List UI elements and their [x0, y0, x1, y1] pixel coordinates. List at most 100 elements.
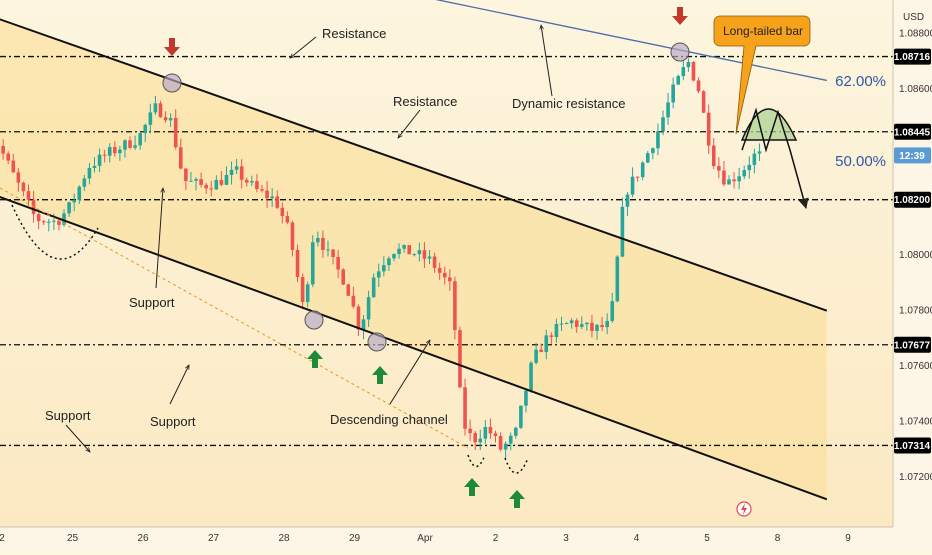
candle-body [422, 250, 427, 259]
candle-body [600, 324, 604, 328]
candle-body [336, 256, 340, 270]
candle-body [52, 220, 56, 222]
pointer-arrow [65, 424, 90, 452]
candle-body [448, 277, 452, 282]
candle-body [62, 213, 66, 225]
price-tick-label: 1.07800 [899, 306, 932, 317]
down-arrow-icon [164, 38, 180, 56]
time-tick-label: 3 [563, 533, 569, 544]
candle-body [549, 335, 554, 337]
candle-body [1, 145, 5, 154]
annotation-resistance-top: Resistance [322, 26, 386, 41]
candle-body [6, 153, 11, 161]
candle-body [184, 168, 188, 182]
candle-body [706, 112, 711, 146]
candle-body [133, 145, 137, 148]
time-tick-label: 9 [845, 533, 851, 544]
candle-body [382, 265, 386, 272]
time-tick-label: 4 [634, 533, 640, 544]
candle-body [280, 207, 285, 217]
candle-body [148, 112, 153, 125]
candle-body [224, 174, 229, 185]
candle-body [681, 67, 686, 77]
candle-body [316, 237, 320, 243]
candle-body [21, 182, 26, 192]
candle-body [732, 179, 736, 182]
candle-body [173, 117, 178, 148]
candle-body [270, 196, 274, 199]
candle-body [645, 153, 650, 163]
up-arrow-icon [464, 478, 480, 496]
time-tick-label: 28 [278, 533, 290, 544]
candle-body [671, 84, 675, 103]
price-tag-label: 12:39 [899, 151, 925, 162]
time-tick-label: 26 [137, 533, 149, 544]
candle-body [503, 443, 508, 450]
candle-body [138, 133, 142, 146]
candle-body [178, 147, 183, 169]
candle-body [651, 148, 655, 154]
support-trend-dotted-line [0, 187, 469, 449]
candle-body [371, 277, 376, 298]
candle-body [97, 154, 102, 166]
annotation-resistance-mid: Resistance [393, 94, 457, 109]
candle-body [310, 242, 315, 285]
candle-body [666, 102, 670, 118]
candle-body [468, 428, 472, 434]
candle-body [295, 249, 300, 277]
up-arrow-icon [372, 366, 388, 384]
projection-hump [740, 108, 798, 141]
callout-long-tailed-bar: Long-tailed bar [723, 24, 803, 38]
candle-body [432, 256, 437, 268]
candle-body [265, 190, 269, 199]
annotation-support-2: Support [45, 408, 91, 423]
candle-body [635, 176, 640, 178]
up-arrow-icon [509, 490, 525, 508]
candle-body [534, 349, 538, 363]
candle-body [539, 349, 543, 353]
dynamic-resistance-line [435, 0, 827, 82]
candle-body [742, 170, 747, 177]
candle-body [630, 176, 635, 195]
candle-body [275, 196, 280, 208]
candle-body [605, 320, 609, 328]
candle-body [123, 140, 127, 150]
projection-zigzag [741, 107, 809, 210]
time-tick-label: 25 [67, 533, 79, 544]
candle-body [72, 200, 76, 203]
flash-icon-glyph [741, 503, 747, 515]
annotation-descending-channel: Descending channel [330, 412, 448, 427]
candle-body [544, 335, 549, 353]
candle-body [16, 172, 21, 183]
pointer-arrow [541, 25, 553, 97]
candle-body [67, 202, 71, 214]
candle-body [463, 387, 467, 429]
candle-body [11, 160, 16, 173]
candle-body [752, 153, 757, 165]
candle-body [285, 216, 290, 223]
candle-body [397, 248, 401, 255]
time-tick-label: 8 [775, 533, 781, 544]
pointer-arrow [398, 109, 421, 138]
price-tick-label: 1.07400 [899, 417, 932, 428]
candle-body [47, 221, 51, 223]
candle-body [412, 254, 417, 256]
candle-body [579, 324, 584, 327]
candle-body [478, 438, 483, 443]
price-tag [894, 147, 931, 164]
candle-body [488, 426, 493, 434]
candle-body [696, 80, 701, 92]
candle-body [199, 179, 203, 185]
candle-body [676, 76, 681, 85]
candle-body [661, 117, 665, 132]
annotation-dynamic-resistance: Dynamic resistance [512, 96, 625, 111]
candle-body [113, 147, 117, 154]
pointer-arrow [155, 188, 163, 289]
candle-body [366, 297, 371, 320]
time-tick-label: 29 [349, 533, 361, 544]
candle-body [143, 124, 148, 134]
touch-circle-1 [162, 73, 182, 93]
candle-body [554, 323, 559, 337]
